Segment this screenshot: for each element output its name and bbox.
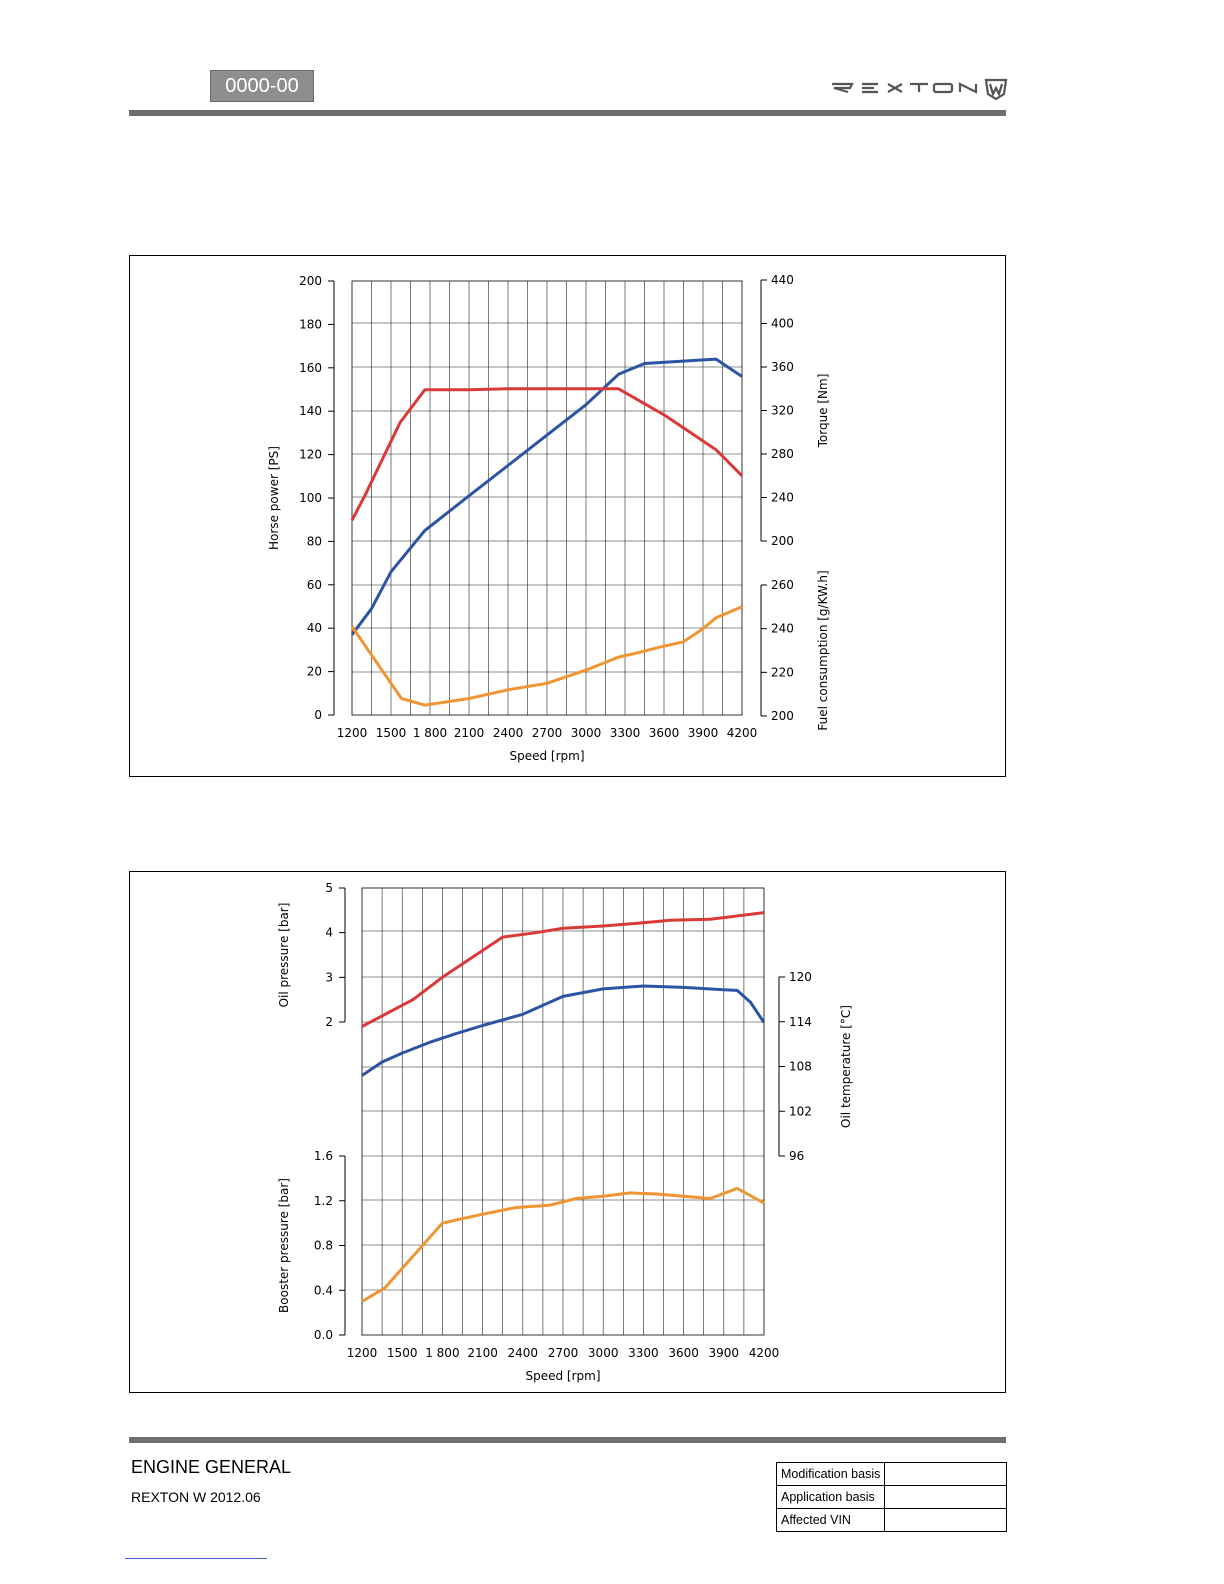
footer-title: ENGINE GENERAL (131, 1457, 292, 1477)
x-tick-label: 1500 (387, 1346, 418, 1360)
revision-row: Affected VIN (775, 1508, 1007, 1532)
y-axis-label: Oil temperature [°C] (839, 1005, 853, 1128)
y-axis-label: Torque [Nm] (816, 374, 830, 449)
x-tick-label: 2100 (467, 1346, 498, 1360)
x-tick-label: 3000 (588, 1346, 619, 1360)
x-tick-label: 3900 (709, 1346, 740, 1360)
revision-table: Modification basis Application basis Aff… (775, 1462, 1007, 1532)
y-tick-label: 120 (299, 448, 322, 462)
y-tick-label: 440 (771, 273, 794, 287)
y-tick-label: 40 (307, 621, 322, 635)
y-tick-label: 108 (789, 1060, 812, 1074)
performance-chart-frame: 1200 1500 1 800 2100 2400 2700 3000 3300 3600 390… (129, 255, 1006, 777)
y-tick-label: 0.4 (314, 1283, 333, 1297)
header-rule (129, 110, 1006, 116)
x-tick-label: 1500 (376, 726, 407, 740)
series-line-oil-pressure (361, 911, 765, 1028)
x-tick-label: 3600 (668, 1346, 699, 1360)
x-tick-label: 3300 (610, 726, 641, 740)
y-tick-label: 400 (771, 317, 794, 331)
rexton-logo (832, 78, 1008, 101)
y-tick-label: 96 (789, 1149, 804, 1163)
performance-chart: 1200 1500 1 800 2100 2400 2700 3000 3300 3600 390… (267, 273, 830, 763)
x-tick-label: 4200 (727, 726, 758, 740)
y-tick-label: 0.0 (314, 1328, 333, 1342)
x-tick-label: 3000 (571, 726, 602, 740)
y-tick-label: 0.8 (314, 1239, 333, 1253)
y-tick-label: 320 (771, 404, 794, 418)
revision-label: Affected VIN (775, 1508, 886, 1532)
y-tick-label: 1.6 (314, 1149, 333, 1163)
x-tick-label: 3600 (649, 726, 680, 740)
series-line-horse-power (350, 357, 743, 636)
revision-row: Application basis (775, 1485, 1007, 1509)
y-axis-label: Booster pressure [bar] (277, 1178, 291, 1313)
y-tick-label: 102 (789, 1104, 812, 1118)
series-line-oil-temperature (361, 984, 766, 1077)
y-tick-label: 2 (325, 1015, 333, 1029)
x-axis-label: Speed [rpm] (509, 749, 584, 763)
y-axis-label: Horse power [PS] (267, 446, 281, 550)
y-tick-label: 360 (771, 360, 794, 374)
x-tick-label: 2700 (548, 1346, 579, 1360)
revision-label: Modification basis (775, 1462, 886, 1486)
y-tick-label: 114 (789, 1015, 812, 1029)
series-line-booster-pressure (361, 1186, 765, 1303)
oil-booster-chart-frame: 1200 1500 1 800 2100 2400 2700 3000 3300 3600 390… (129, 871, 1006, 1393)
x-tick-label: 3900 (688, 726, 719, 740)
y-tick-label: 60 (307, 578, 322, 592)
y-tick-label: 80 (307, 534, 322, 548)
y-tick-label: 200 (771, 709, 794, 723)
y-tick-label: 3 (325, 970, 333, 984)
x-axis-label: Speed [rpm] (525, 1369, 600, 1383)
x-tick-label: 1200 (337, 726, 368, 740)
link-underline (125, 1558, 267, 1559)
x-tick-label: 2400 (508, 1346, 539, 1360)
y-tick-label: 220 (771, 665, 794, 679)
y-tick-label: 20 (307, 665, 322, 679)
series-line-fuel (350, 605, 743, 707)
x-tick-label: 2100 (454, 726, 485, 740)
revision-label: Application basis (775, 1485, 886, 1509)
oil-booster-chart: 1200 1500 1 800 2100 2400 2700 3000 3300 3600 390… (277, 881, 853, 1383)
y-tick-label: 5 (325, 881, 333, 895)
revision-value (884, 1508, 1007, 1532)
footer-subtitle: REXTON W 2012.06 (131, 1489, 261, 1505)
section-code: 0000-00 (210, 70, 314, 102)
y-tick-label: 180 (299, 317, 322, 331)
y-tick-label: 240 (771, 491, 794, 505)
y-axis-label: Fuel consumption [g/KW.h] (816, 570, 830, 730)
x-tick-label: 1200 (347, 1346, 378, 1360)
y-tick-label: 4 (325, 926, 333, 940)
y-tick-label: 240 (771, 622, 794, 636)
y-tick-label: 280 (771, 447, 794, 461)
revision-row: Modification basis (775, 1462, 1007, 1486)
y-tick-label: 260 (771, 578, 794, 592)
y-tick-label: 1.2 (314, 1194, 333, 1208)
revision-value (884, 1462, 1007, 1486)
y-tick-label: 100 (299, 491, 322, 505)
footer-rule (129, 1437, 1006, 1443)
y-tick-label: 200 (299, 274, 322, 288)
x-tick-label: 4200 (749, 1346, 780, 1360)
x-tick-label: 1 800 (413, 726, 447, 740)
revision-value (884, 1485, 1007, 1509)
y-tick-label: 120 (789, 970, 812, 984)
y-axis-label: Oil pressure [bar] (277, 903, 291, 1008)
y-tick-label: 0 (314, 708, 322, 722)
x-tick-label: 3300 (628, 1346, 659, 1360)
x-tick-label: 2400 (493, 726, 524, 740)
y-tick-label: 200 (771, 534, 794, 548)
x-tick-label: 1 800 (425, 1346, 459, 1360)
series-line-torque (350, 387, 744, 521)
x-tick-label: 2700 (532, 726, 563, 740)
y-tick-label: 140 (299, 404, 322, 418)
y-tick-label: 160 (299, 361, 322, 375)
